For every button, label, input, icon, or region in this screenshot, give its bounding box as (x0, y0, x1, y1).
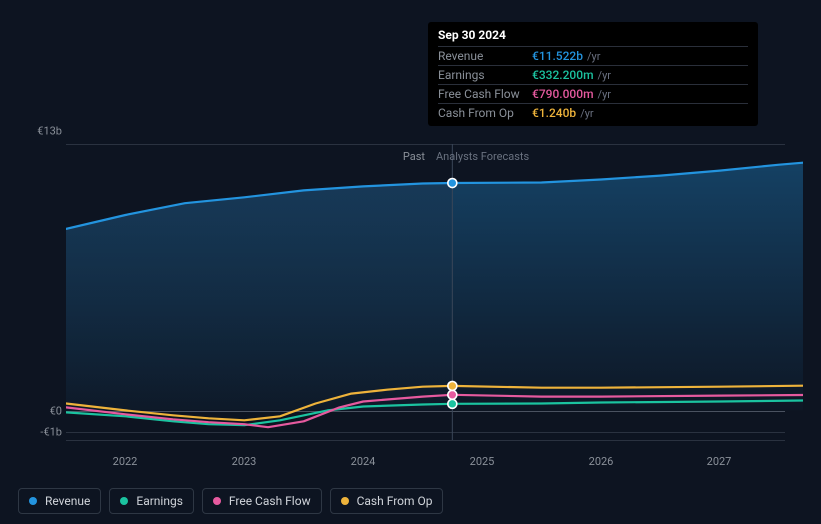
x-tick-label: 2025 (470, 455, 495, 468)
tooltip-metric-unit: /yr (580, 107, 593, 120)
chart-legend: Revenue Earnings Free Cash Flow Cash From O… (18, 488, 443, 514)
legend-label: Free Cash Flow (229, 494, 311, 508)
tooltip-metric-value: €332.200m (532, 68, 594, 82)
x-tick-label: 2024 (351, 455, 376, 468)
tooltip-metric-unit: /yr (587, 50, 600, 63)
tooltip-metric-value: €11.522b (532, 49, 583, 63)
x-tick-label: 2026 (589, 455, 614, 468)
legend-item-earnings[interactable]: Earnings (109, 488, 194, 514)
tooltip-metric-label: Earnings (438, 68, 532, 82)
y-tick-label: -€1b (40, 426, 62, 439)
legend-item-free-cash-flow[interactable]: Free Cash Flow (202, 488, 322, 514)
legend-item-revenue[interactable]: Revenue (18, 488, 101, 514)
section-label-past: Past (403, 150, 425, 163)
y-tick-label: €13b (37, 125, 62, 138)
tooltip-row: Cash From Op€1.240b/yr (438, 103, 748, 122)
legend-dot-icon (213, 497, 221, 505)
tooltip-metric-value: €790.000m (532, 87, 594, 101)
x-tick-label: 2022 (113, 455, 138, 468)
tooltip-metric-label: Revenue (438, 49, 532, 63)
tooltip-row: Revenue€11.522b/yr (438, 46, 748, 65)
tooltip-row: Free Cash Flow€790.000m/yr (438, 84, 748, 103)
chart-tooltip: Sep 30 2024 Revenue€11.522b/yrEarnings€3… (428, 22, 758, 126)
tooltip-metric-label: Free Cash Flow (438, 87, 532, 101)
legend-item-cash-from-op[interactable]: Cash From Op (330, 488, 444, 514)
tooltip-metric-value: €1.240b (532, 106, 576, 120)
tooltip-metric-unit: /yr (598, 88, 611, 101)
tooltip-date: Sep 30 2024 (438, 28, 748, 46)
y-tick-label: €0 (50, 405, 62, 418)
financial-chart: €13b €0 -€1b Past Analysts Forecasts 202… (18, 0, 803, 524)
tooltip-row: Earnings€332.200m/yr (438, 65, 748, 84)
x-tick-label: 2027 (707, 455, 732, 468)
section-label-forecast: Analysts Forecasts (436, 150, 529, 163)
legend-label: Cash From Op (357, 494, 433, 508)
tooltip-metric-unit: /yr (598, 69, 611, 82)
tooltip-metric-label: Cash From Op (438, 106, 532, 120)
plot-area[interactable] (66, 144, 803, 440)
legend-label: Earnings (136, 494, 183, 508)
x-tick-label: 2023 (232, 455, 257, 468)
legend-dot-icon (120, 497, 128, 505)
legend-label: Revenue (45, 494, 90, 508)
legend-dot-icon (341, 497, 349, 505)
gridline (66, 440, 785, 441)
legend-dot-icon (29, 497, 37, 505)
